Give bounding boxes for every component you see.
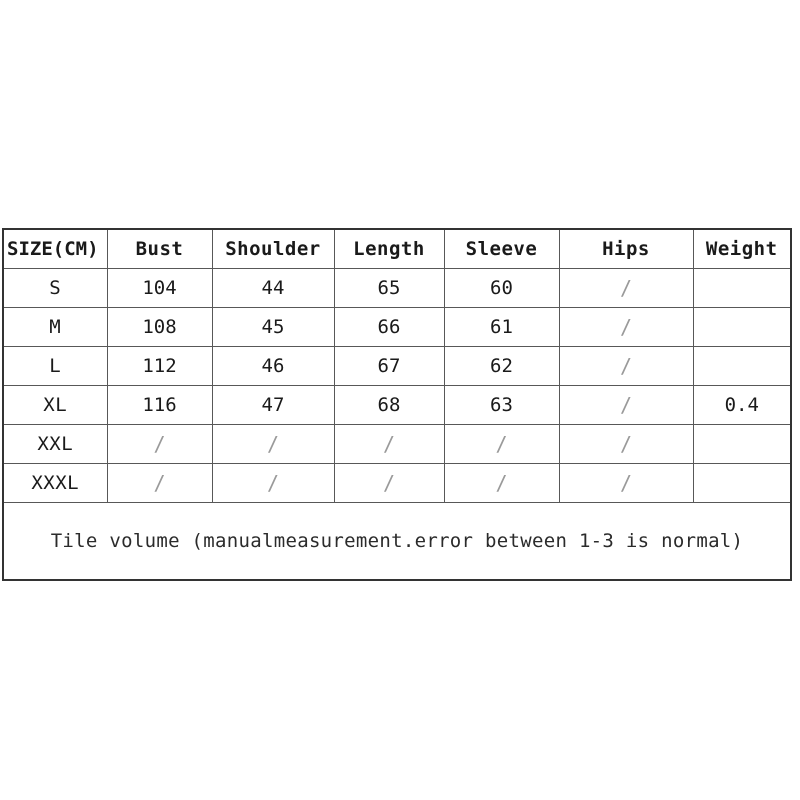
cell-length: / (334, 424, 445, 464)
cell-length: 65 (334, 268, 445, 308)
cell-bust: 108 (107, 307, 213, 347)
table-row: S 104 44 65 60 / (3, 268, 791, 308)
cell-bust: 112 (107, 346, 213, 386)
cell-bust: 104 (107, 268, 213, 308)
cell-weight (693, 424, 791, 464)
cell-shoulder: 46 (212, 346, 335, 386)
cell-size-name: S (3, 268, 108, 308)
cell-sleeve: / (444, 463, 560, 503)
cell-size-name: M (3, 307, 108, 347)
column-header-sleeve: Sleeve (444, 229, 560, 269)
cell-sleeve: 62 (444, 346, 560, 386)
cell-shoulder: / (212, 463, 335, 503)
column-header-shoulder: Shoulder (212, 229, 335, 269)
not-applicable-mark: / (153, 431, 166, 456)
cell-size-name: L (3, 346, 108, 386)
cell-sleeve: 60 (444, 268, 560, 308)
column-header-length: Length (334, 229, 445, 269)
not-applicable-mark: / (619, 314, 633, 339)
cell-bust: 116 (107, 385, 213, 425)
not-applicable-mark: / (382, 431, 396, 456)
table-header-row: SIZE(CM) Bust Shoulder Length Sleeve Hip… (3, 229, 791, 269)
cell-shoulder: / (212, 424, 335, 464)
cell-size-name: XXXL (3, 463, 108, 503)
not-applicable-mark: / (619, 470, 633, 495)
table-row: XXXL / / / / / (3, 463, 791, 503)
cell-hips: / (559, 307, 694, 347)
not-applicable-mark: / (619, 353, 633, 378)
cell-weight (693, 268, 791, 308)
table-row: XL 116 47 68 63 / 0.4 (3, 385, 791, 425)
column-header-size: SIZE(CM) (3, 229, 108, 269)
cell-bust: / (107, 424, 213, 464)
column-header-bust: Bust (107, 229, 213, 269)
cell-shoulder: 45 (212, 307, 335, 347)
cell-weight (693, 463, 791, 503)
not-applicable-mark: / (266, 431, 280, 456)
not-applicable-mark: / (382, 470, 396, 495)
cell-hips: / (559, 463, 694, 503)
cell-sleeve: 61 (444, 307, 560, 347)
cell-hips: / (559, 385, 694, 425)
not-applicable-mark: / (619, 392, 633, 417)
not-applicable-mark: / (153, 470, 166, 495)
table-row: XXL / / / / / (3, 424, 791, 464)
cell-sleeve: 63 (444, 385, 560, 425)
column-header-weight: Weight (693, 229, 791, 269)
table-row: M 108 45 66 61 / (3, 307, 791, 347)
table-footer-row: Tile volume (manualmeasurement.error bet… (3, 503, 791, 581)
not-applicable-mark: / (619, 275, 633, 300)
cell-length: 67 (334, 346, 445, 386)
not-applicable-mark: / (619, 431, 633, 456)
cell-hips: / (559, 346, 694, 386)
size-chart-table: SIZE(CM) Bust Shoulder Length Sleeve Hip… (2, 228, 792, 581)
cell-shoulder: 44 (212, 268, 335, 308)
cell-bust: / (107, 463, 213, 503)
cell-length: 68 (334, 385, 445, 425)
cell-weight: 0.4 (693, 385, 791, 425)
cell-weight (693, 346, 791, 386)
table-row: L 112 46 67 62 / (3, 346, 791, 386)
cell-hips: / (559, 424, 694, 464)
cell-hips: / (559, 268, 694, 308)
not-applicable-mark: / (266, 470, 280, 495)
measurement-note: Tile volume (manualmeasurement.error bet… (50, 529, 744, 552)
column-header-hips: Hips (559, 229, 694, 269)
cell-length: / (334, 463, 445, 503)
cell-length: 66 (334, 307, 445, 347)
cell-sleeve: / (444, 424, 560, 464)
cell-weight (693, 307, 791, 347)
cell-shoulder: 47 (212, 385, 335, 425)
cell-size-name: XXL (3, 424, 108, 464)
not-applicable-mark: / (495, 431, 508, 456)
cell-size-name: XL (3, 385, 108, 425)
not-applicable-mark: / (495, 470, 508, 495)
